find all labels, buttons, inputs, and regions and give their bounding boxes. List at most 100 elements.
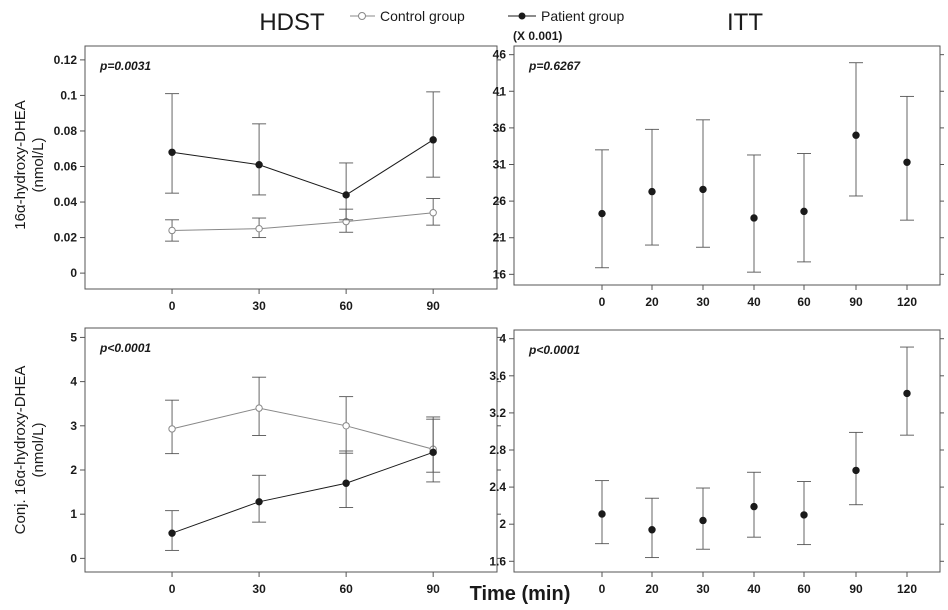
patient-data-point [852, 466, 860, 475]
patient-data-point [168, 148, 176, 156]
x-tick-label: 90 [849, 582, 863, 596]
x-tick-label: 0 [169, 582, 176, 596]
y-tick-label: 26 [493, 194, 507, 208]
x-tick-label: 40 [747, 582, 761, 596]
x-tick-label: 20 [645, 582, 659, 596]
x-tick-label: 60 [797, 295, 811, 309]
x-tick-label: 0 [169, 299, 176, 313]
control-series-line [171, 407, 434, 450]
left-title: HDST [259, 9, 325, 36]
y-tick-label: 3.6 [489, 369, 506, 383]
patient-data-point [903, 158, 911, 167]
x-tick-label: 90 [849, 295, 863, 309]
ylabel-top-line2: (nmol/L) [30, 137, 47, 192]
plot-frame [84, 45, 498, 290]
y-tick-label: 31 [493, 158, 507, 172]
x-tick-label: 30 [696, 295, 710, 309]
y-tick-label: 2.4 [489, 480, 506, 494]
y-tick-label: 2.8 [489, 443, 506, 457]
p-value-annotation: p<0.0001 [528, 343, 580, 357]
legend: Control group Patient group [350, 8, 624, 24]
control-data-point [255, 404, 263, 412]
control-data-point [168, 226, 176, 235]
ylabel-top-line1: 16α-hydroxy-DHEA [12, 100, 29, 230]
y-tick-label: 0.02 [54, 231, 78, 245]
y-tick-label: 36 [493, 121, 507, 135]
y-tick-label: 0.1 [60, 88, 77, 102]
y-tick-label: 4 [70, 375, 77, 389]
y-tick-label: 2 [499, 517, 506, 531]
x-tick-label: 20 [645, 295, 659, 309]
patient-data-point [699, 185, 707, 194]
p-value-annotation: p=0.0031 [99, 59, 151, 73]
p-value-annotation: p<0.0001 [99, 341, 151, 355]
patient-data-point [342, 479, 350, 487]
patient-series-line [171, 139, 434, 196]
x-tick-label: 0 [599, 295, 606, 309]
x-tick-label: 30 [696, 582, 710, 596]
plot-frame [513, 329, 941, 573]
patient-data-point [648, 187, 656, 196]
patient-data-point [903, 389, 911, 398]
patient-data-point [648, 526, 656, 534]
legend-control-marker [358, 12, 366, 20]
y-tick-label: 5 [70, 330, 77, 344]
x-tick-label: 0 [599, 582, 606, 596]
x-tick-label: 60 [339, 582, 353, 596]
y-tick-label: 0.04 [54, 195, 78, 209]
y-tick-label: 0.08 [54, 124, 78, 138]
x-tick-label: 120 [897, 582, 917, 596]
x-tick-label: 60 [339, 299, 353, 313]
y-tick-label: 1 [70, 507, 77, 521]
patient-data-point [255, 161, 263, 169]
y-tick-label: 2 [70, 463, 77, 477]
y-tick-label: 41 [493, 84, 507, 98]
patient-data-point [255, 498, 263, 506]
y-tick-label: 46 [493, 48, 507, 62]
x-tick-label: 30 [252, 582, 266, 596]
x-tick-label: 30 [252, 299, 266, 313]
plot-frame [84, 327, 498, 573]
y-tick-label: 1.6 [489, 554, 506, 568]
plot-frame [513, 45, 941, 286]
patient-data-point [800, 511, 808, 519]
x-tick-label: 40 [747, 295, 761, 309]
multiplier-label: (X 0.001) [513, 29, 562, 43]
y-tick-label: 4 [499, 332, 506, 346]
patient-data-point [598, 510, 606, 518]
patient-data-point [342, 191, 350, 199]
panel-hdst-16a-dhea: 0 0.02 0.04 0.06 0.08 0.1 0.12 0 30 60 90 p=0.0031 [54, 45, 501, 313]
x-tick-label: 90 [426, 299, 440, 313]
y-tick-label: 0 [70, 551, 77, 565]
control-data-point [255, 224, 263, 233]
patient-data-point [800, 207, 808, 216]
x-tick-label: 120 [897, 295, 917, 309]
y-tick-label: 21 [493, 231, 507, 245]
ylabel-bottom-line1: Conj. 16α-hydroxy-DHEA [12, 366, 29, 535]
control-data-point [168, 425, 176, 433]
ylabel-bottom-line2: (nmol/L) [30, 422, 47, 477]
control-series-line [172, 212, 434, 231]
patient-series-line [171, 451, 434, 534]
y-tick-label: 3 [70, 419, 77, 433]
legend-patient-label: Patient group [541, 8, 624, 24]
p-value-annotation: p=0.6267 [528, 59, 581, 73]
panel-hdst-conj-16a-dhea: 0 1 2 3 4 5 0 30 60 90 p<0.0001 [70, 327, 501, 596]
control-data-point [342, 422, 350, 430]
x-tick-label: 60 [797, 582, 811, 596]
legend-control-label: Control group [380, 8, 465, 24]
right-title: ITT [727, 9, 763, 36]
patient-data-point [168, 529, 176, 537]
control-data-point [429, 209, 437, 217]
legend-patient-marker [518, 12, 526, 20]
patient-data-point [750, 214, 758, 222]
panel-itt-16a-dhea: 16 21 26 31 36 41 46 0 20 30 40 60 90 120 p=0.6267 [493, 45, 944, 309]
y-tick-label: 0.06 [54, 160, 78, 174]
patient-data-point [750, 502, 758, 511]
patient-data-point [852, 131, 860, 139]
x-axis-label: Time (min) [470, 583, 571, 605]
patient-data-point [598, 209, 606, 218]
